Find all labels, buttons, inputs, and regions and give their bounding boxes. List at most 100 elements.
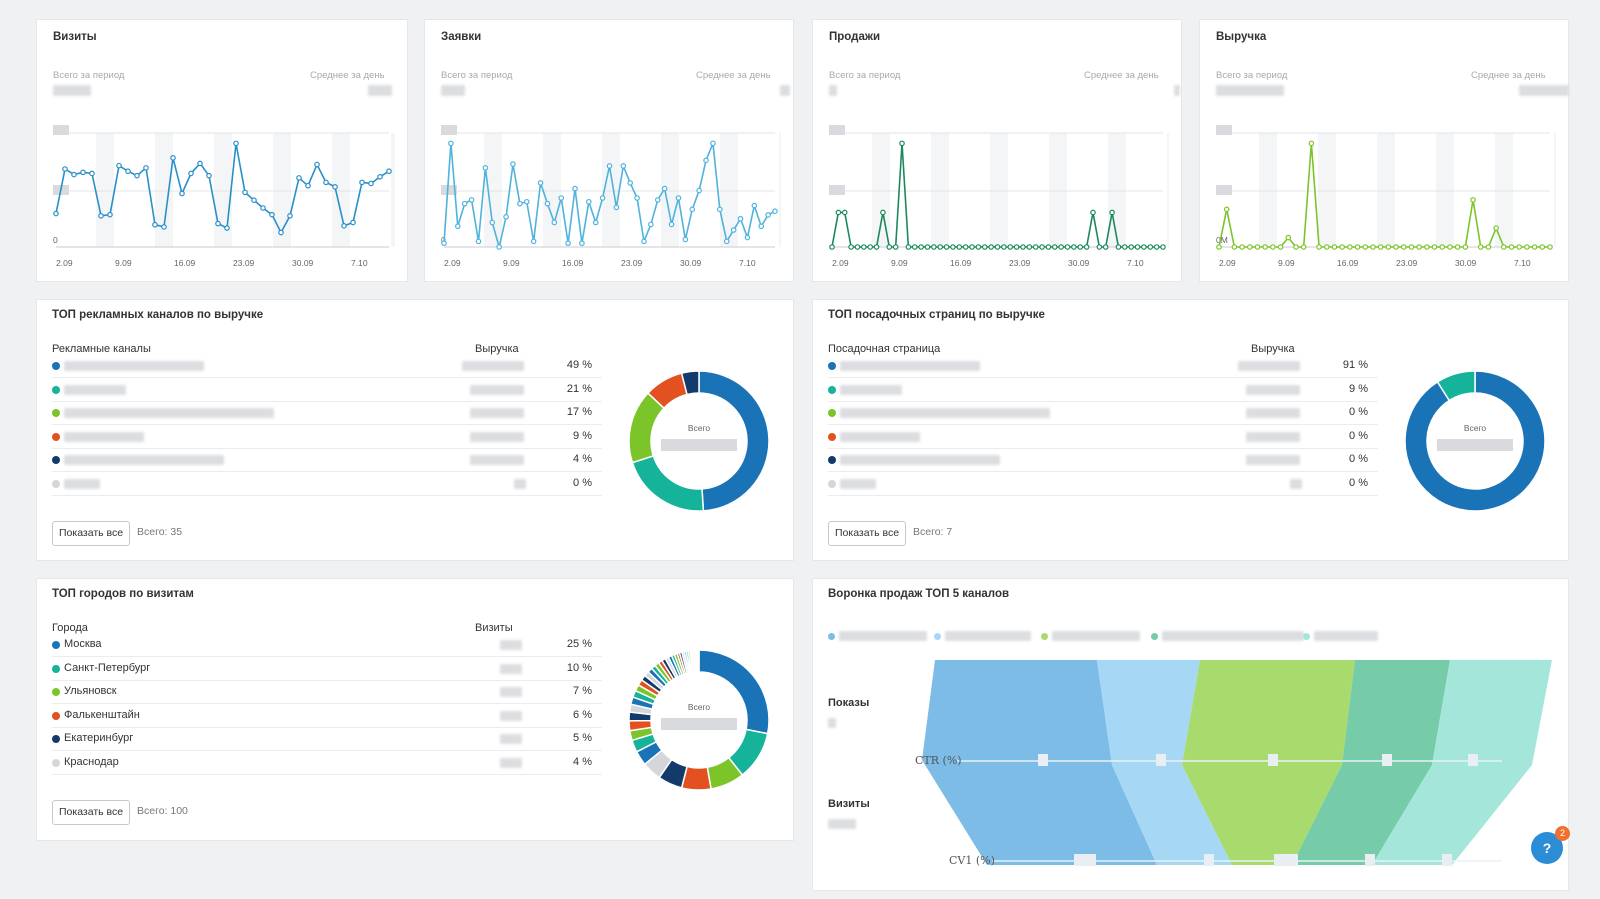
kpi-x-tick: 23.09 — [233, 258, 255, 268]
table-row[interactable]: Екатеринбург 5 % — [52, 728, 602, 751]
kpi-data-point — [975, 244, 982, 250]
kpi-line-chart: 02.09 9.09 16.09 23.09 30.09 7.10 — [441, 125, 781, 268]
table-row[interactable]: 9 % — [828, 379, 1378, 402]
kpi-data-point — [873, 244, 880, 250]
landing_pages-col-name: Посадочная страница — [828, 343, 941, 355]
kpi-data-point — [981, 244, 988, 250]
kpi-data-point — [1077, 244, 1084, 250]
legend-dot — [52, 362, 60, 370]
table-row[interactable]: 0 % — [52, 473, 602, 496]
funnel-shows-value — [828, 718, 836, 728]
kpi-data-point — [841, 209, 848, 216]
table-row[interactable]: Краснодар 4 % — [52, 752, 602, 775]
kpi-data-point — [1071, 244, 1077, 250]
row-name-redacted — [840, 478, 876, 489]
row-name: Екатеринбург — [64, 732, 134, 744]
table-row[interactable]: 0 % — [828, 402, 1378, 425]
kpi-data-point — [305, 182, 311, 189]
ad-channels-card — [36, 299, 794, 561]
funnel-legend-label[interactable] — [1162, 631, 1304, 641]
kpi-data-point — [1516, 244, 1523, 250]
kpi-data-point — [1485, 244, 1492, 250]
kpi-data-point — [1362, 244, 1369, 250]
table-row[interactable]: 9 % — [52, 426, 602, 449]
table-row[interactable]: Санкт-Петербург 10 % — [52, 658, 602, 681]
kpi-title: Визиты — [53, 31, 97, 43]
kpi-data-point — [696, 187, 702, 194]
table-row[interactable]: 0 % — [828, 473, 1378, 496]
row-percent: 9 % — [573, 429, 592, 442]
kpi-x-tick: 16.09 — [562, 258, 584, 268]
kpi-data-point — [1239, 244, 1245, 250]
funnel-legend-label[interactable] — [945, 631, 1031, 641]
table-row[interactable]: 49 % — [52, 355, 602, 378]
kpi-data-point — [1058, 244, 1064, 250]
table-row[interactable]: 91 % — [828, 355, 1378, 378]
kpi-title: Выручка — [1216, 31, 1267, 43]
table-row[interactable]: 4 % — [52, 449, 602, 472]
funnel-legend-label[interactable] — [839, 631, 927, 641]
kpi-data-point — [1462, 244, 1469, 250]
table-row[interactable]: 0 % — [828, 449, 1378, 472]
kpi-data-point — [510, 161, 516, 167]
kpi-data-point — [613, 204, 620, 211]
table-row[interactable]: Ульяновск 7 % — [52, 681, 602, 704]
legend-dot — [828, 362, 836, 370]
row-percent: 0 % — [1349, 476, 1368, 489]
landing_pages-donut-chart: Всего — [1404, 370, 1546, 512]
kpi-data-point — [1051, 244, 1058, 250]
table-row[interactable]: 17 % — [52, 402, 602, 425]
kpi-data-point — [848, 244, 854, 250]
kpi-data-point — [606, 163, 613, 169]
kpi-data-point — [654, 197, 661, 203]
show-all-button[interactable]: Показать все — [52, 521, 131, 546]
kpi-data-point — [710, 140, 716, 147]
table-row[interactable]: 21 % — [52, 379, 602, 402]
legend-dot — [828, 456, 836, 464]
kpi-data-point — [537, 180, 544, 186]
total-count: Всего: 7 — [913, 526, 953, 538]
kpi-data-point — [260, 205, 266, 211]
table-row[interactable]: 0 % — [828, 426, 1378, 449]
kpi-data-point — [641, 238, 647, 245]
kpi-data-point — [962, 244, 969, 250]
donut-slice — [1404, 370, 1546, 512]
row-name-redacted — [64, 478, 100, 489]
table-row[interactable]: Москва 25 % — [52, 634, 602, 657]
funnel-legend-dot — [1041, 633, 1048, 640]
funnel-ctr-label: CTR (%) — [915, 754, 962, 767]
row-value-redacted — [500, 640, 522, 650]
donut-slice — [697, 649, 700, 673]
kpi-data-point — [206, 172, 212, 179]
kpi-data-point — [758, 223, 765, 230]
kpi-data-point — [737, 215, 744, 222]
cities-col-value: Визиты — [475, 622, 513, 634]
kpi-avg-value — [1174, 85, 1180, 96]
show-all-button[interactable]: Показать все — [52, 800, 131, 825]
funnel-legend-label[interactable] — [1052, 631, 1140, 641]
kpi-data-point — [1524, 244, 1530, 250]
legend-dot — [52, 641, 60, 649]
kpi-data-point — [215, 220, 221, 227]
show-all-button[interactable]: Показать все — [828, 521, 907, 546]
landing_pages-col-value: Выручка — [1251, 343, 1295, 355]
kpi-x-tick: 30.09 — [1455, 258, 1477, 268]
kpi-data-point — [1001, 244, 1007, 250]
kpi-data-point — [269, 211, 275, 218]
kpi-data-point — [661, 185, 668, 192]
row-value-redacted — [1246, 455, 1300, 465]
table-row[interactable]: Фалькенштайн 6 % — [52, 705, 602, 728]
kpi-data-point — [931, 244, 937, 250]
row-percent: 25 % — [566, 638, 592, 650]
kpi-data-point — [950, 244, 956, 250]
row-value-redacted — [1246, 408, 1300, 418]
funnel-legend-label[interactable] — [1314, 631, 1378, 641]
kpi-data-point — [599, 195, 606, 201]
kpi-x-tick: 30.09 — [292, 258, 314, 268]
kpi-data-point — [1377, 244, 1384, 250]
kpi-data-point — [592, 219, 599, 226]
row-name: Фалькенштайн — [64, 708, 140, 721]
legend-dot — [828, 432, 836, 441]
kpi-data-point — [377, 173, 383, 180]
kpi-data-point — [489, 219, 496, 226]
